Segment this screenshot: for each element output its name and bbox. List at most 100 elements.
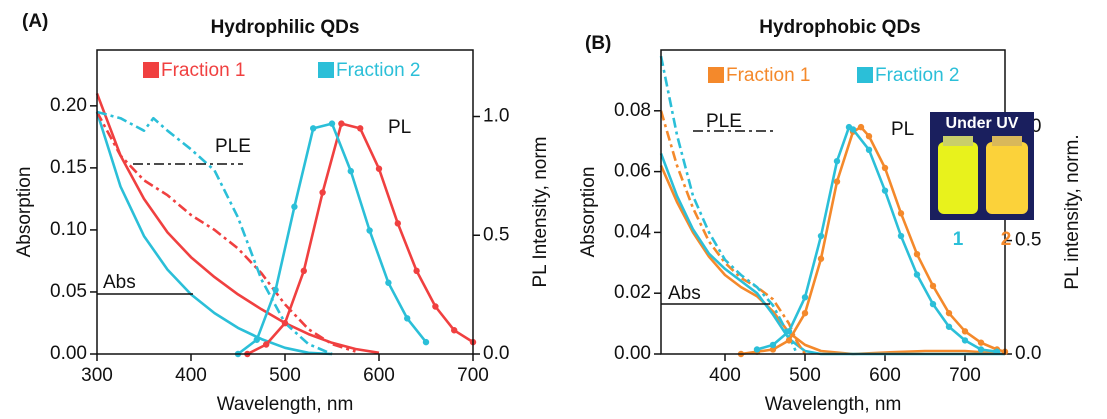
legend-label: Fraction 2 [875, 65, 959, 86]
series-line [96, 110, 333, 356]
annotation: PL [388, 117, 411, 138]
annotation: Abs [103, 272, 136, 293]
y-tick-label: 0.02 [614, 282, 651, 303]
data-point [753, 346, 761, 353]
data-point [319, 189, 326, 196]
data-point [785, 328, 793, 335]
data-point [375, 165, 383, 172]
y2-axis-label: PL Intensity, norm [530, 136, 551, 287]
data-point [347, 167, 354, 175]
data-point [849, 126, 857, 133]
data-point [857, 123, 865, 131]
data-point [451, 327, 458, 334]
data-point [961, 328, 969, 335]
chart-title: Hydrophilic QDs [211, 17, 360, 38]
y-tick-label: 0.05 [50, 281, 87, 302]
y2-tick-label: 0.5 [483, 224, 509, 245]
y-tick-label: 0.10 [50, 219, 87, 240]
data-point [253, 336, 260, 343]
data-point [929, 282, 937, 290]
data-point [328, 120, 336, 127]
y-axis-label: Absorption [578, 167, 599, 258]
x-tick-label: 600 [363, 365, 395, 386]
vial-2 [986, 142, 1028, 214]
data-point [422, 338, 430, 346]
legend-swatch [857, 67, 873, 83]
data-point [817, 232, 825, 240]
data-point [413, 267, 420, 275]
data-point [338, 120, 345, 127]
data-point [881, 164, 889, 172]
inset-title: Under UV [946, 115, 1019, 132]
data-point [300, 267, 307, 275]
data-point [801, 309, 809, 317]
y-tick-label: 0.04 [614, 221, 651, 242]
data-point [961, 337, 969, 344]
x-tick-label: 500 [789, 365, 821, 386]
data-point [817, 255, 825, 262]
panel-label: (B) [585, 33, 611, 54]
data-point [833, 157, 841, 165]
annotation: PLE [706, 111, 742, 132]
x-tick-label: 700 [949, 365, 981, 386]
x-tick-label: 400 [709, 365, 741, 386]
legend-swatch [708, 67, 724, 83]
vial-2-cap [992, 136, 1022, 146]
panel: (A) Hydrophilic QDs Wavelength, nm Absorpti… [14, 11, 551, 415]
data-point [881, 187, 889, 194]
data-point [945, 323, 953, 330]
annotation: PLE [215, 136, 251, 157]
data-point [432, 303, 439, 310]
x-tick-label: 500 [269, 365, 301, 386]
data-point [357, 125, 364, 132]
vial-1 [938, 142, 978, 214]
legend-label: Fraction 1 [726, 65, 810, 86]
series-line [95, 92, 380, 355]
data-point [977, 346, 985, 353]
panel-label: (A) [22, 11, 48, 32]
annotation: PL [891, 119, 914, 140]
x-axis-label: Wavelength, nm [765, 394, 902, 415]
data-point [385, 279, 392, 286]
data-point [291, 203, 298, 210]
y-tick-label: 0.00 [614, 343, 651, 364]
y2-axis-label: PL intensity, norm. [1062, 134, 1083, 289]
y2-tick-label: 0.5 [1015, 230, 1041, 251]
data-point [404, 315, 411, 322]
data-point [366, 227, 373, 234]
data-point [945, 309, 953, 317]
y-tick-label: 0.20 [50, 95, 87, 116]
x-tick-label: 400 [175, 365, 207, 386]
inset-photo: Under UV 1 2 [930, 112, 1034, 250]
y-tick-label: 0.15 [50, 157, 87, 178]
data-point [865, 133, 873, 140]
x-tick-label: 700 [457, 365, 489, 386]
data-point [394, 220, 401, 227]
data-point [785, 337, 793, 344]
y2-tick-label: 0.0 [483, 343, 509, 364]
y-tick-label: 0.06 [614, 161, 651, 182]
series-line [659, 110, 807, 355]
panel: (B) Hydrophobic QDs Wavelength, nm Absorpti… [578, 17, 1083, 415]
data-point [897, 232, 905, 240]
series-line [95, 111, 333, 356]
legend-label: Fraction 1 [161, 60, 245, 81]
annotation: Abs [668, 283, 701, 304]
legend-swatch [143, 62, 159, 78]
inset-label: 2 [1001, 229, 1012, 250]
y-tick-label: 0.08 [614, 100, 651, 121]
data-point [281, 319, 289, 327]
data-point [272, 286, 279, 294]
y2-tick-label: 0.0 [1015, 343, 1041, 364]
series-line [659, 55, 799, 355]
x-axis-label: Wavelength, nm [217, 394, 354, 415]
legend-swatch [318, 62, 334, 78]
chart-title: Hydrophobic QDs [759, 17, 921, 38]
vial-1-cap [943, 136, 973, 146]
data-point [913, 250, 921, 258]
data-point [929, 300, 937, 308]
legend-label: Fraction 2 [336, 60, 420, 81]
data-point [769, 346, 777, 353]
y-axis-label: Absorption [14, 167, 35, 258]
